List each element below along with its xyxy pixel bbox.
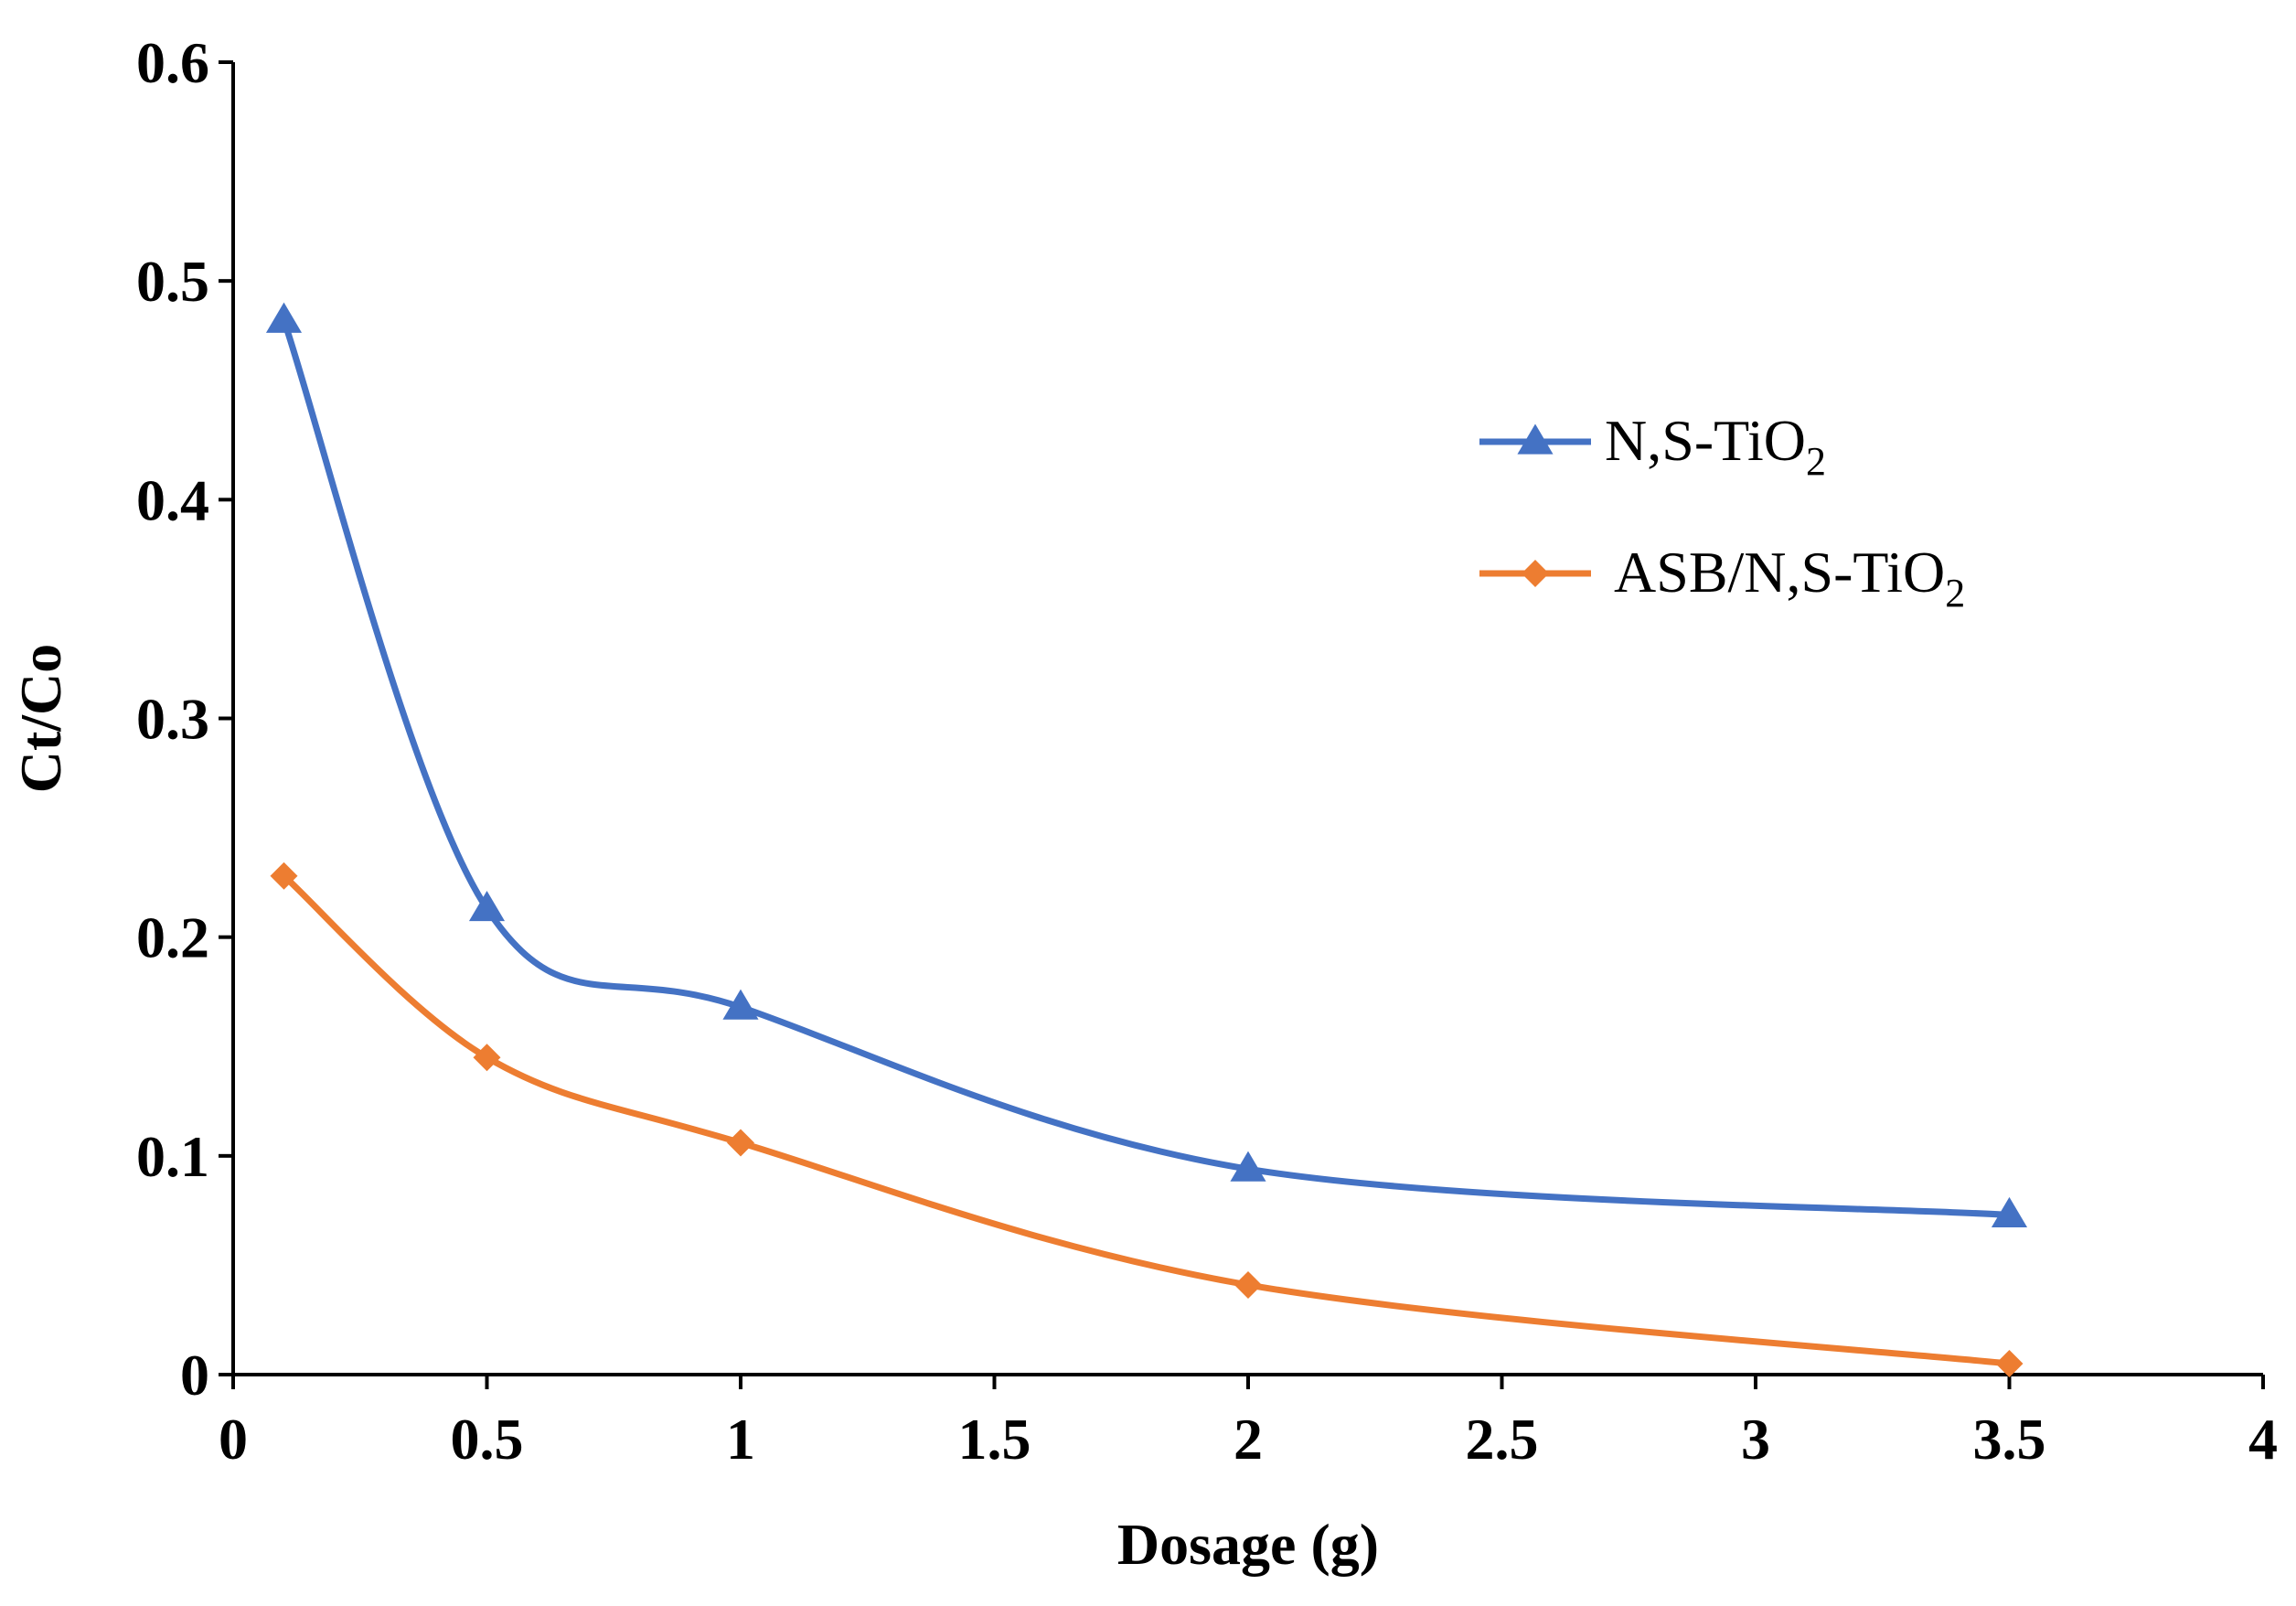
data-point [1991,1196,2028,1228]
series-2 [270,862,2024,1378]
legend-marker [1522,560,1549,587]
data-point [1230,1151,1266,1182]
series-line [281,316,2013,1218]
series-1 [265,302,2028,1228]
x-tick-label: 0 [219,1407,248,1472]
x-tick-label: 4 [2248,1407,2278,1472]
x-tick-label: 0.5 [451,1407,524,1472]
legend-item: N,S-TiO2 [1479,408,1826,484]
x-tick-label: 3 [1741,1407,1770,1472]
x-axis-title: Dosage (g) [1117,1512,1379,1577]
series-area [265,302,2028,1378]
axes: 0 0.1 0.2 0.3 0.4 0.5 0.6 0 0.5 1 1.5 2 2.5 3 3.5 4 Dosa… [8,30,2278,1577]
legend-label: ASB/N,S-TiO2 [1614,540,1965,616]
x-tick-label: 1 [726,1407,755,1472]
y-tick-label: 0.3 [136,687,209,752]
y-axis-title: Ct/Co [8,644,73,794]
x-tick-label: 2.5 [1466,1407,1539,1472]
y-tick-label: 0.4 [136,467,209,532]
data-point [270,862,298,890]
series-line [281,873,2013,1367]
y-tick-label: 0.1 [136,1124,209,1189]
legend-item: ASB/N,S-TiO2 [1479,540,1965,616]
data-point [722,989,759,1020]
legend-label: N,S-TiO2 [1605,408,1826,484]
y-tick-label: 0.6 [136,30,209,95]
legend-label-subscript: 2 [1945,571,1965,616]
x-tick-label: 2 [1233,1407,1263,1472]
data-point [265,302,303,333]
legend-label-text: N,S-TiO [1605,408,1806,473]
y-tick-label: 0.5 [136,249,209,314]
data-point [468,891,506,922]
y-tick-label: 0 [180,1343,209,1408]
x-tick-label: 3.5 [1973,1407,2046,1472]
legend-label-text: ASB/N,S-TiO [1614,540,1945,605]
data-point [727,1129,754,1157]
data-point [473,1044,501,1072]
data-point [1995,1350,2024,1378]
data-point [1234,1270,1262,1299]
legend-marker [1517,423,1554,455]
y-tick-label: 0.2 [136,905,209,970]
x-tick-label: 1.5 [958,1407,1031,1472]
legend-label-subscript: 2 [1806,439,1826,484]
